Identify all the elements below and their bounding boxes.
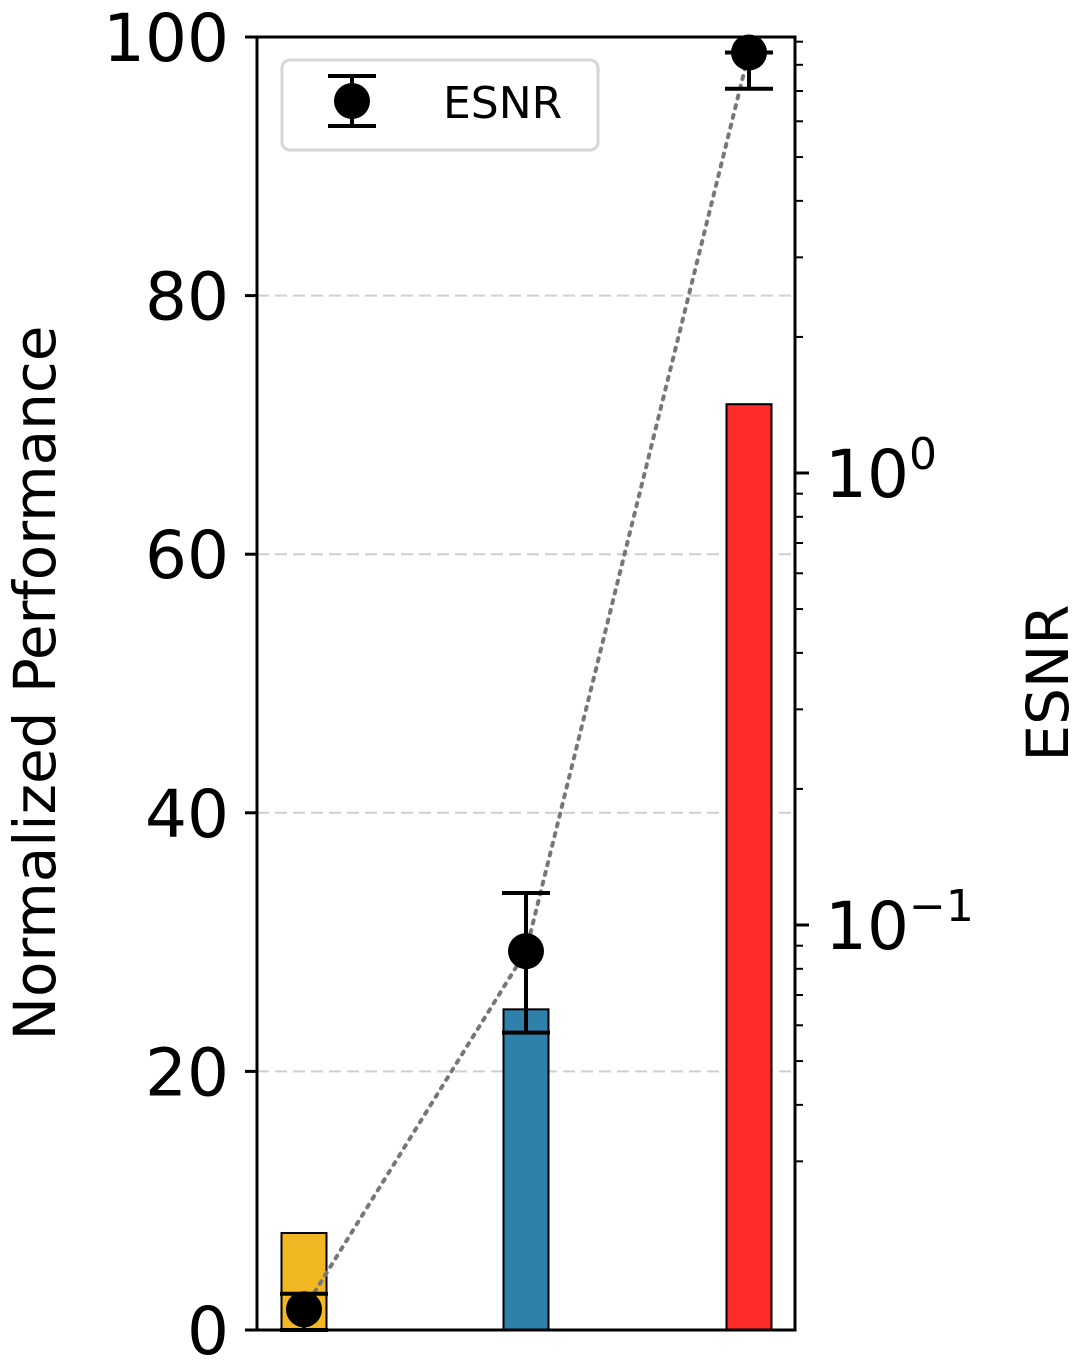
left-tick-label-40: 40 bbox=[145, 776, 229, 853]
legend-marker bbox=[334, 83, 370, 119]
left-tick-label-80: 80 bbox=[145, 259, 229, 336]
right-axis-ticks: 100 10−1 bbox=[795, 40, 974, 1163]
left-tick-label-60: 60 bbox=[145, 517, 229, 594]
left-tick-label-100: 100 bbox=[103, 0, 229, 77]
plot-frame bbox=[255, 35, 797, 1332]
right-axis-label: ESNR bbox=[1014, 604, 1080, 761]
legend: ESNR bbox=[280, 58, 600, 152]
left-tick-label-0: 0 bbox=[187, 1293, 229, 1369]
esnr-point-0 bbox=[286, 1291, 322, 1328]
bars bbox=[280, 403, 773, 1332]
esnr-series bbox=[280, 34, 773, 1332]
left-axis-label: Normalized Performance bbox=[1, 326, 69, 1041]
right-tick-label-0: 100 bbox=[825, 429, 937, 513]
esnr-point-2 bbox=[731, 34, 767, 71]
bar-2 bbox=[725, 403, 773, 1332]
left-tick-label-20: 20 bbox=[145, 1034, 229, 1111]
esnr-point-1 bbox=[508, 933, 544, 970]
bar-1 bbox=[502, 1008, 550, 1331]
right-tick-label-1: 10−1 bbox=[825, 881, 974, 965]
left-axis-ticks: 0 20 40 60 80 100 bbox=[103, 0, 257, 1369]
legend-entry-esnr: ESNR bbox=[443, 78, 562, 129]
